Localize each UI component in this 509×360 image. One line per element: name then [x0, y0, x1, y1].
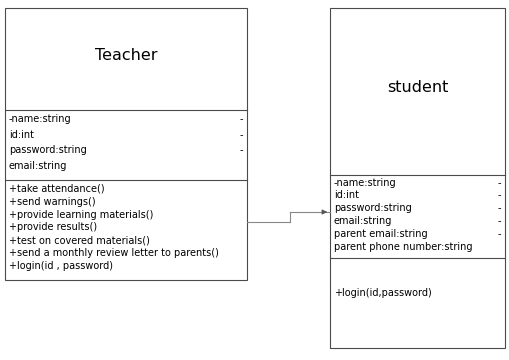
Text: id:int: id:int — [333, 190, 358, 201]
Text: +send warnings(): +send warnings() — [9, 197, 96, 207]
Text: +login(id , password): +login(id , password) — [9, 261, 113, 271]
Text: +take attendance(): +take attendance() — [9, 184, 104, 194]
Text: +test on covered materials(): +test on covered materials() — [9, 235, 150, 245]
Text: -: - — [496, 216, 500, 226]
Text: -: - — [496, 178, 500, 188]
Bar — [329, 8, 504, 348]
Text: parent email:string: parent email:string — [333, 229, 427, 239]
Bar — [5, 8, 246, 280]
Text: password:string: password:string — [333, 203, 411, 213]
Text: email:string: email:string — [333, 216, 391, 226]
Text: +login(id,password): +login(id,password) — [333, 288, 431, 298]
Text: -: - — [496, 203, 500, 213]
Text: email:string: email:string — [9, 161, 67, 171]
Text: id:int: id:int — [9, 130, 34, 140]
Text: -: - — [496, 190, 500, 201]
Text: -name:string: -name:string — [333, 178, 396, 188]
Text: +send a monthly review letter to parents(): +send a monthly review letter to parents… — [9, 248, 218, 258]
Text: Teacher: Teacher — [95, 48, 157, 63]
Text: -: - — [239, 114, 242, 124]
Text: -: - — [239, 130, 242, 140]
Text: parent phone number:string: parent phone number:string — [333, 242, 471, 252]
Text: student: student — [386, 81, 447, 95]
Text: -: - — [239, 145, 242, 156]
Text: -name:string: -name:string — [9, 114, 71, 124]
Text: +provide learning materials(): +provide learning materials() — [9, 210, 153, 220]
Text: +provide results(): +provide results() — [9, 222, 97, 233]
Text: -: - — [496, 229, 500, 239]
Text: password:string: password:string — [9, 145, 87, 156]
